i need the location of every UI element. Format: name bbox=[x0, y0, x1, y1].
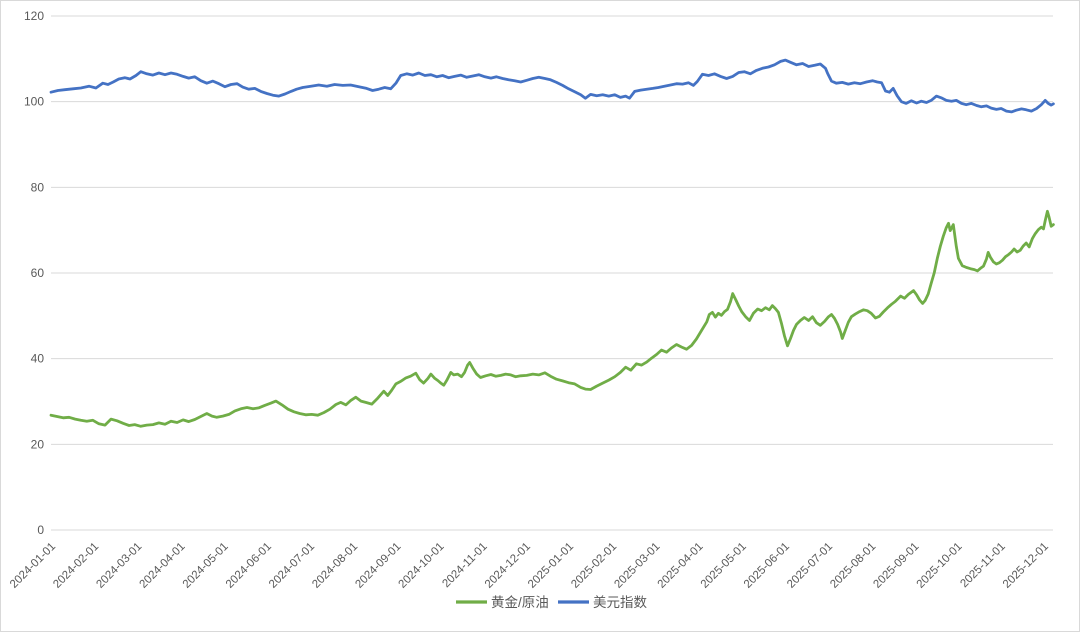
x-axis-tick-label: 2024-06-01 bbox=[224, 541, 274, 591]
x-axis-tick-label: 2025-07-01 bbox=[785, 541, 835, 591]
x-axis-tick-label: 2025-12-01 bbox=[1001, 541, 1051, 591]
gold-oil-ratio-line[interactable] bbox=[49, 209, 1055, 428]
x-axis-tick-label: 2024-04-01 bbox=[138, 541, 188, 591]
legend-label-gold-oil[interactable]: 黄金/原油 bbox=[491, 595, 549, 610]
x-axis-tick-label: 2024-09-01 bbox=[353, 541, 403, 591]
y-axis-tick-label: 0 bbox=[37, 523, 44, 537]
x-axis-tick-label: 2025-03-01 bbox=[612, 541, 662, 591]
x-axis-tick-label: 2025-10-01 bbox=[915, 541, 965, 591]
x-axis-tick-label: 2024-12-01 bbox=[483, 541, 533, 591]
x-axis-tick-label: 2024-05-01 bbox=[181, 541, 231, 591]
x-axis-tick-label: 2025-04-01 bbox=[656, 541, 706, 591]
legend-label-usd-index[interactable]: 美元指数 bbox=[593, 595, 647, 610]
x-axis-tick-label: 2024-07-01 bbox=[267, 541, 317, 591]
x-axis-tick-label: 2024-02-01 bbox=[51, 541, 101, 591]
x-axis-tick-label: 2024-01-01 bbox=[8, 541, 58, 591]
x-axis-tick-label: 2025-01-01 bbox=[526, 541, 576, 591]
x-axis-tick-label: 2025-05-01 bbox=[699, 541, 749, 591]
usd-index-line[interactable] bbox=[49, 58, 1055, 114]
y-axis-tick-label: 20 bbox=[31, 437, 45, 451]
y-axis-tick-label: 120 bbox=[24, 9, 44, 23]
y-axis-tick-label: 40 bbox=[31, 352, 45, 366]
y-axis-tick-label: 100 bbox=[24, 95, 44, 109]
x-axis-tick-label: 2025-09-01 bbox=[871, 541, 921, 591]
y-axis-tick-label: 80 bbox=[31, 180, 45, 194]
x-axis-tick-label: 2025-06-01 bbox=[742, 541, 792, 591]
x-axis-tick-label: 2024-03-01 bbox=[94, 541, 144, 591]
y-axis-tick-label: 60 bbox=[31, 266, 45, 280]
x-axis-tick-label: 2024-08-01 bbox=[310, 541, 360, 591]
x-axis-tick-label: 2025-02-01 bbox=[569, 541, 619, 591]
x-axis-tick-label: 2025-08-01 bbox=[828, 541, 878, 591]
x-axis-tick-label: 2024-10-01 bbox=[397, 541, 447, 591]
